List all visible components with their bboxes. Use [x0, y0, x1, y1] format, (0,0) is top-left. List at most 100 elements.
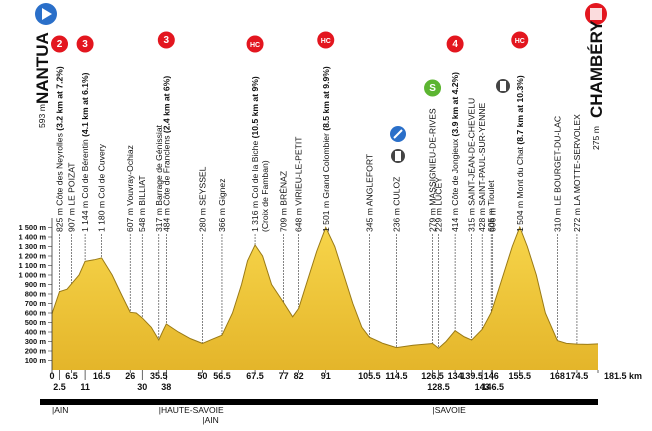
waypoint-name: 1 144 m Col de Bérentin	[80, 139, 90, 232]
finish-altitude: 275 m	[591, 126, 601, 150]
x-tick-label: 139.5	[460, 371, 483, 381]
x-tick-label: 35.5	[150, 371, 168, 381]
x-tick-label: 30	[137, 382, 147, 392]
waypoint-name: 607 m Vouvray-Ochiaz	[125, 145, 135, 232]
climb-badge-text: HC	[250, 42, 260, 49]
x-tick-label: 155.5	[509, 371, 532, 381]
climb-badge-text: 3	[164, 35, 170, 46]
waypoint-note: (Croix de Famban)	[260, 160, 270, 232]
y-tick-label: 800 m	[25, 290, 47, 299]
waypoint-label: 236 m CULOZ	[391, 177, 401, 232]
y-tick-label: 100 m	[25, 356, 47, 365]
waypoint-label: 315 m SAINT-JEAN-DE-CHEVELU	[467, 98, 477, 232]
climb-badge-text: 3	[82, 39, 88, 50]
waypoint-name: 229 m LUCEY	[434, 177, 444, 232]
waypoint-name: 1 504 m Mont du Chat	[515, 146, 525, 232]
x-tick-label: 126.5	[421, 371, 444, 381]
x-tick-label: 67.5	[246, 371, 264, 381]
x-tick-label: 82	[294, 371, 304, 381]
y-tick-label: 1 200 m	[18, 252, 46, 261]
x-tick-label: 6.5	[65, 371, 78, 381]
climb-detail: (8.5 km at 9.9%)	[321, 66, 331, 131]
base-bar	[40, 399, 598, 405]
y-tick-label: 1 400 m	[18, 233, 46, 242]
climb-badge-text: S	[429, 83, 436, 94]
x-tick-label: 26	[125, 371, 135, 381]
waypoint-name: 317 m Barrage de Génissiat	[154, 124, 164, 232]
waypoint-name: 484 m Côte de Franclens	[161, 136, 171, 233]
waypoint-name: 280 m SEYSSEL	[197, 166, 207, 232]
region-label: |HAUTE-SAVOIE	[159, 405, 224, 415]
waypoint-name: 907 m LE POIZAT	[67, 162, 77, 232]
waypoint-name: 345 m ANGLEFORT	[364, 153, 374, 232]
profile-line	[51, 225, 599, 349]
waypoint-label: 428 m SAINT-PAUL-SUR-YENNE	[477, 102, 487, 232]
y-tick-label: 1 500 m	[18, 223, 46, 232]
waypoint-name: 709 m BRÉNAZ	[279, 171, 289, 232]
feed-icon	[390, 79, 510, 163]
climb-detail: (3.2 km at 7.2%)	[55, 66, 65, 131]
x-tick-label: 16.5	[93, 371, 111, 381]
waypoint-label: 484 m Côte de Franclens (2.4 km at 6%)	[161, 76, 171, 232]
x-tick-label: 146	[484, 371, 499, 381]
waypoint-label: 907 m LE POIZAT	[67, 162, 77, 232]
x-tick-label: 105.5	[358, 371, 381, 381]
x-tick-label: 181.5 km	[604, 371, 642, 381]
waypoint-label: 1 501 m Grand Colombier (8.5 km at 9.9%)	[321, 66, 331, 232]
start-altitude: 593 m	[37, 104, 47, 128]
waypoint-name: 414 m Côte de Jongieux	[450, 138, 460, 232]
region-label: |SAVOIE	[433, 405, 467, 415]
y-tick-label: 1 000 m	[18, 271, 46, 280]
climb-badge	[445, 34, 465, 54]
climb-badge	[423, 78, 443, 98]
climb-badge	[316, 30, 336, 50]
x-tick-label: 168	[550, 371, 565, 381]
climb-badge-text: HC	[321, 38, 331, 45]
climb-detail: (10.5 km at 9%)	[250, 76, 260, 138]
y-tick-label: 700 m	[25, 299, 47, 308]
waypoint-name: 1 316 m Col de la Biche	[250, 141, 260, 232]
climb-badge	[245, 34, 265, 54]
climb-badge	[50, 34, 70, 54]
climb-detail: (4.1 km at 6.1%)	[80, 72, 90, 137]
waypoint-name: 606 m	[488, 208, 498, 232]
waypoint-name: 279 m MASSIGNIEU-DE-RIVES	[428, 108, 438, 232]
climb-badge-text: 4	[452, 39, 458, 50]
waypoint-label: 229 m LUCEY	[434, 177, 444, 232]
climb-badge-text: 2	[57, 39, 63, 50]
waypoint-label: 1 180 m Col de Cuvery	[97, 143, 107, 232]
x-tick-label: 38	[161, 382, 171, 392]
waypoint-label: 345 m ANGLEFORT	[364, 153, 374, 232]
waypoint-label: 1 144 m Col de Bérentin (4.1 km at 6.1%)	[80, 72, 90, 232]
waypoint-name: 315 m SAINT-JEAN-DE-CHEVELU	[467, 98, 477, 232]
waypoint-name: 236 m CULOZ	[391, 177, 401, 232]
waypoint-label: 310 m LE BOURGET-DU-LAC	[552, 116, 562, 232]
waypoint-name: 825 m Côte des Neyrolles	[55, 133, 65, 232]
waypoint-label: 414 m Côte de Jongieux (3.9 km at 4.2%)	[450, 72, 460, 232]
climb-detail: (2.4 km at 6%)	[161, 76, 171, 133]
waypoint-label: 279 m MASSIGNIEU-DE-RIVES	[428, 108, 438, 232]
waypoint-label: 825 m Côte des Neyrolles (3.2 km at 7.2%…	[55, 66, 65, 232]
x-tick-label: 174.5	[566, 371, 589, 381]
waypoint-label: 272 m LA MOTTE-SERVOLEX	[572, 114, 582, 232]
x-tick-label: 134	[448, 371, 463, 381]
waypoint-name: 548 m BILLIAT	[137, 175, 147, 232]
waypoint-label: 548 m BILLIAT	[137, 175, 147, 232]
waypoint-label: 648 m VIRIEU-LE-PETIT	[294, 136, 304, 232]
waypoint-label: 709 m BRÉNAZ	[279, 171, 289, 232]
start-icon	[35, 3, 57, 25]
finish-icon	[585, 3, 607, 25]
y-tick-label: 1 100 m	[18, 261, 46, 270]
waypoint-name: 605 m Tioulet	[486, 180, 496, 232]
waypoint-name: 648 m VIRIEU-LE-PETIT	[294, 136, 304, 232]
waypoint-name: 366 m Gignez	[217, 178, 227, 232]
waypoint-label: 1 316 m Col de la Biche (10.5 km at 9%)	[250, 76, 260, 232]
profile-area	[52, 227, 598, 370]
base-band	[40, 370, 598, 400]
region-label: |AIN	[52, 405, 68, 415]
x-tick-label: 143	[475, 382, 490, 392]
climb-badge	[156, 30, 176, 50]
region-label: |AIN	[202, 415, 218, 425]
waypoint-label: 280 m SEYSSEL	[197, 166, 207, 232]
